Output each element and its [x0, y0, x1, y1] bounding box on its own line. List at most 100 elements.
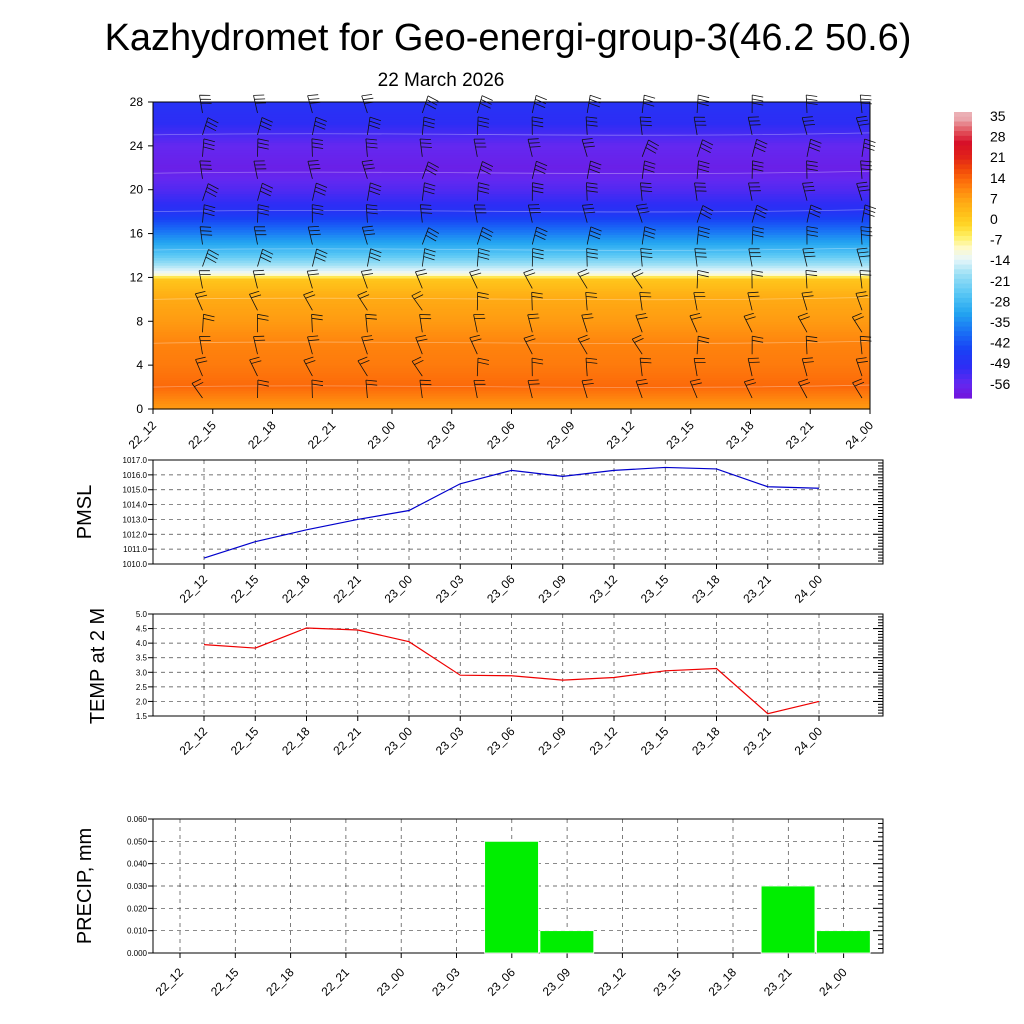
temperature-band	[153, 365, 870, 369]
temperature-band	[153, 360, 870, 364]
wind-barb	[531, 226, 548, 245]
colorbar-label: -42	[990, 335, 1010, 351]
y-axis-label: PRECIP, mm	[74, 828, 96, 944]
temperature-band	[153, 201, 870, 205]
y-tick-label: 8	[136, 314, 143, 328]
temperature-band	[153, 114, 870, 118]
temperature-band	[153, 235, 870, 239]
colorbar-swatch	[954, 302, 972, 309]
temperature-band	[153, 137, 870, 141]
x-tick-label: 22_15	[228, 724, 262, 758]
x-tick-label: 24_00	[816, 965, 850, 999]
x-tick-label: 22_18	[279, 572, 313, 606]
temperature-band	[153, 301, 870, 305]
wind-barb	[357, 290, 370, 311]
wind-barb	[586, 160, 602, 179]
wind-barb	[473, 314, 486, 333]
x-tick-label: 24_00	[843, 418, 877, 452]
temperature-band	[153, 296, 870, 300]
wind-barb	[419, 138, 432, 157]
colorbar-swatch	[954, 331, 972, 337]
colorbar-swatch	[954, 183, 972, 189]
colorbar-swatch	[954, 154, 972, 161]
wind-barb	[860, 226, 873, 245]
wind-barb	[802, 182, 816, 201]
x-tick-label: 23_18	[689, 572, 723, 606]
y-tick-label: 0.050	[127, 837, 148, 846]
wind-barb	[469, 269, 482, 289]
colorbar-swatch	[954, 264, 972, 270]
temperature-band	[153, 107, 870, 111]
temperature-band	[153, 375, 870, 379]
colorbar-swatch	[954, 202, 972, 208]
temperature-band	[153, 258, 870, 262]
temperature-band	[153, 345, 870, 349]
wind-barb	[639, 116, 652, 135]
wind-barb	[806, 204, 822, 223]
temperature-band	[153, 194, 870, 198]
x-tick-label: 22_15	[185, 418, 219, 452]
isotherm-line	[152, 132, 871, 136]
wind-barb	[361, 335, 374, 355]
wind-barb	[202, 249, 220, 267]
wind-barb	[801, 291, 814, 311]
wind-barb	[694, 248, 707, 267]
y-tick-label: 0.060	[127, 815, 148, 824]
y-tick-label: 0.000	[127, 949, 148, 958]
x-tick-label: 22_21	[330, 724, 364, 758]
temperature-band	[153, 245, 870, 249]
y-tick-label: 28	[130, 95, 144, 109]
colorbar-swatch	[954, 116, 972, 123]
wind-barb	[751, 139, 768, 157]
temperature-band	[153, 130, 870, 134]
precip-panel: 0.000 0.010 0.020 0.030 0.040 0.050 0.060 22_12…	[74, 815, 884, 999]
colorbar-swatch	[954, 321, 972, 328]
temperature-band	[153, 357, 870, 361]
colorbar-swatch	[954, 345, 972, 351]
x-tick-label: 23_09	[535, 724, 569, 758]
y-tick-label: 1012.0	[123, 530, 148, 539]
x-tick-label: 23_06	[484, 572, 518, 606]
wind-barb	[859, 270, 872, 289]
pmsl-panel: 1010.0 1011.0 1012.0 1013.0 1014.0 1015.0 1016…	[74, 456, 884, 606]
x-tick-label: 23_12	[604, 418, 638, 452]
colorbar-swatch	[954, 307, 972, 313]
isotherm-line	[152, 296, 871, 301]
wind-barb	[367, 248, 382, 267]
chart-date: 22 March 2026	[378, 70, 505, 91]
x-tick-label: 22_18	[245, 418, 279, 452]
wind-barb	[415, 269, 428, 289]
colorbar-swatch	[954, 188, 972, 194]
colorbar-label: -56	[990, 376, 1010, 392]
colorbar-swatch	[954, 297, 972, 304]
colorbar-swatch	[954, 245, 972, 251]
y-tick-label: 2.5	[136, 683, 148, 692]
wind-barb	[253, 226, 267, 245]
wind-barb	[694, 182, 707, 201]
colorbar-swatch	[954, 173, 972, 180]
temperature-band	[153, 393, 870, 397]
wind-barb	[202, 313, 215, 333]
wind-barb	[802, 248, 816, 267]
x-tick-label: 23_09	[540, 965, 574, 999]
wind-barb	[860, 160, 873, 179]
colorbar-label: -7	[990, 232, 1003, 248]
wind-barb	[639, 292, 652, 311]
colorbar-swatch	[954, 340, 972, 347]
wind-barb	[805, 94, 818, 114]
colorbar-swatch	[954, 164, 972, 170]
y-tick-label: 16	[130, 227, 144, 241]
temperature-band	[153, 188, 870, 193]
temperature-band	[153, 150, 870, 154]
wind-barb	[202, 204, 216, 223]
wind-barb	[641, 226, 656, 245]
wind-barb	[531, 248, 544, 267]
temperature-band	[153, 337, 870, 341]
wind-barb	[306, 269, 319, 289]
colorbar-label: -35	[990, 314, 1010, 330]
wind-barb	[191, 378, 204, 399]
temperature-band	[153, 403, 870, 408]
y-tick-label: 1014.0	[123, 501, 148, 510]
colorbar-swatch	[954, 140, 972, 146]
temperature-band	[153, 339, 870, 344]
